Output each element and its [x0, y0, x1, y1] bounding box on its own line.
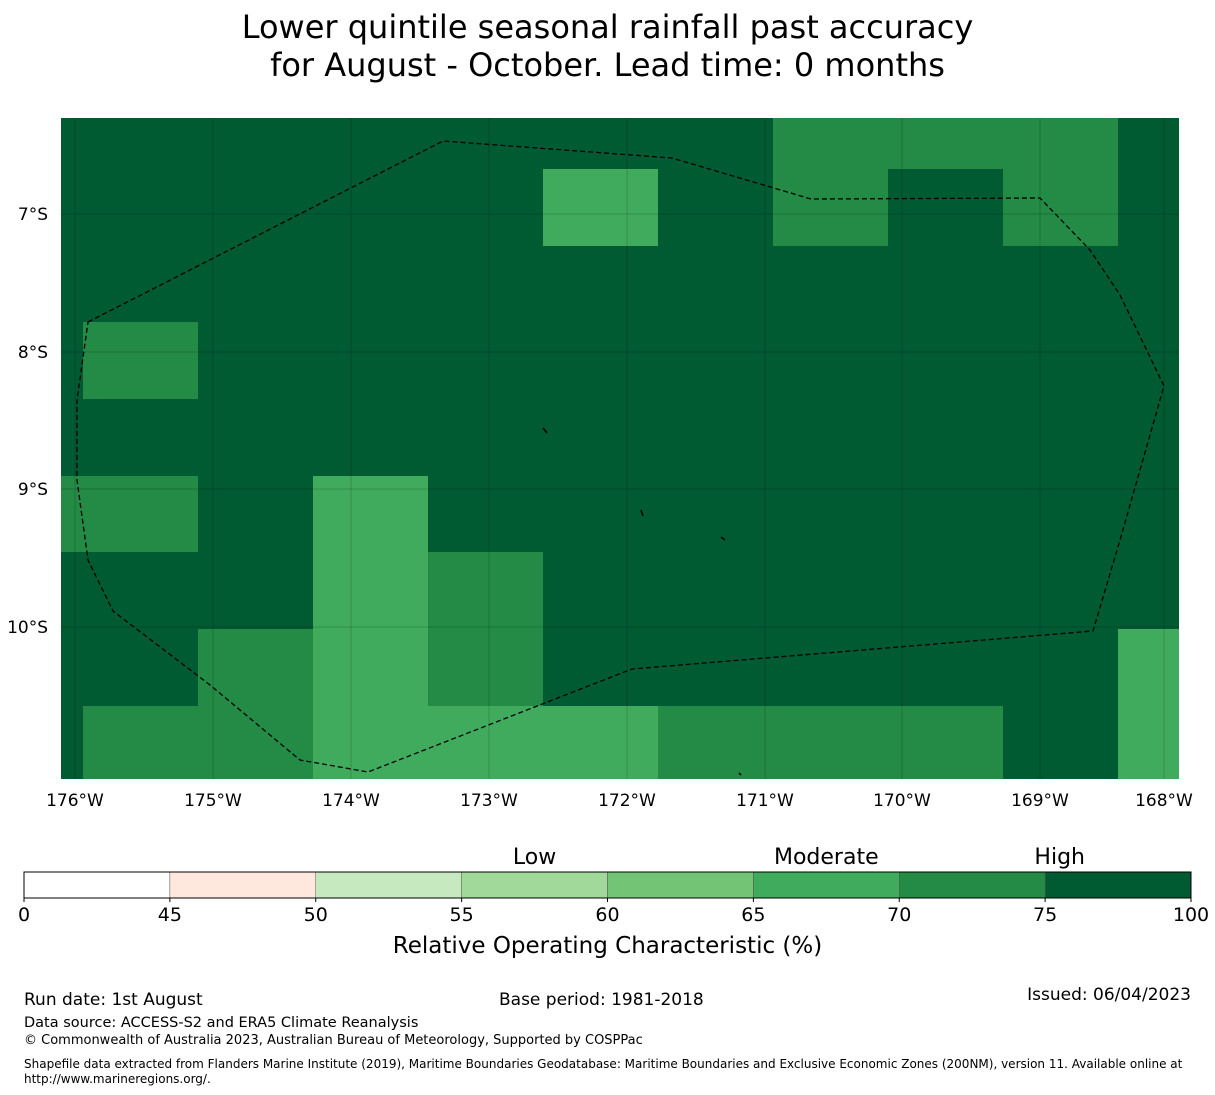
colorbar-tick-labels: 0 45 50 55 60 65 70 75 100	[18, 898, 1209, 926]
longitude-tick-label: 173°W	[460, 791, 518, 811]
island-outlines	[542, 427, 742, 776]
longitude-tick-label: 172°W	[598, 791, 656, 811]
map-title-line-1: Lower quintile seasonal rainfall past ac…	[241, 8, 974, 46]
colorbar-category-label: Low	[513, 845, 556, 870]
grid-cell	[83, 706, 198, 779]
colorbar-tick-label: 55	[450, 904, 474, 926]
colorbar-swatch	[1044, 871, 1192, 899]
grid-cell	[543, 169, 658, 246]
grid-cell	[658, 706, 1003, 779]
colorbar-swatch	[753, 871, 900, 899]
colorbar-category-label: High	[1034, 845, 1085, 870]
grid-cell	[61, 476, 198, 552]
longitude-tick-labels: 176°W 175°W 174°W 173°W 172°W 171°W 170°W 169°W…	[46, 791, 1193, 811]
data-source: Data source: ACCESS-S2 and ERA5 Climate …	[24, 1015, 419, 1031]
eez-boundary-line	[76, 140, 1165, 773]
colorbar-swatch	[607, 871, 754, 899]
longitude-tick-label: 175°W	[184, 791, 242, 811]
shapefile-credit-line-1: Shapefile data extracted from Flanders M…	[24, 1057, 1183, 1071]
issued-date: Issued: 06/04/2023	[1027, 985, 1191, 1005]
colorbar-tick-label: 45	[158, 904, 182, 926]
grid-cell	[888, 169, 1003, 246]
grid-cell	[83, 322, 198, 399]
grid-cell	[198, 629, 313, 779]
grid-cell	[313, 476, 428, 779]
latitude-tick-labels: 7°S 8°S 9°S 10°S	[7, 205, 48, 638]
colorbar-swatches	[23, 871, 1192, 899]
colorbar-tick-label: 100	[1173, 904, 1209, 926]
island-outline	[720, 536, 726, 541]
colorbar-swatch	[23, 871, 171, 899]
grid-cell	[428, 706, 658, 779]
colorbar-category-label: Moderate	[774, 845, 879, 870]
grid-cell	[773, 169, 888, 246]
grid-cell	[1118, 629, 1179, 779]
colorbar-tick-label: 60	[595, 904, 619, 926]
island-outline	[542, 427, 548, 434]
grid-cell	[773, 118, 1118, 169]
grid-cell	[1003, 169, 1118, 246]
colorbar-swatch	[169, 871, 316, 899]
run-date: Run date: 1st August	[24, 990, 203, 1010]
colorbar-tick-label: 0	[18, 904, 30, 926]
colorbar-tick-label: 70	[887, 904, 911, 926]
colorbar-tick-label: 75	[1033, 904, 1057, 926]
base-period: Base period: 1981-2018	[499, 990, 704, 1010]
colorbar-category-labels: Low Moderate High	[513, 845, 1085, 870]
longitude-tick-label: 171°W	[736, 791, 794, 811]
latitude-tick-label: 7°S	[18, 205, 48, 225]
shapefile-credit-line-2: http://www.marineregions.org/.	[24, 1072, 211, 1086]
colorbar-swatch	[899, 871, 1046, 899]
longitude-tick-label: 170°W	[873, 791, 931, 811]
colorbar-axis-label: Relative Operating Characteristic (%)	[393, 933, 822, 959]
colorbar-swatch	[315, 871, 462, 899]
latitude-tick-label: 8°S	[18, 343, 48, 363]
map-title-line-2: for August - October. Lead time: 0 month…	[270, 46, 945, 84]
colorbar-tick-label: 50	[304, 904, 328, 926]
colorbar-tick-label: 65	[741, 904, 765, 926]
longitude-tick-label: 169°W	[1011, 791, 1069, 811]
copyright: © Commonwealth of Australia 2023, Austra…	[24, 1033, 643, 1048]
colorbar-swatch	[461, 871, 608, 899]
grid-cell	[428, 552, 543, 706]
longitude-tick-label: 168°W	[1135, 791, 1193, 811]
island-outline	[640, 509, 644, 517]
eez-boundary	[76, 140, 1165, 773]
latitude-tick-label: 10°S	[7, 618, 48, 638]
latitude-tick-label: 9°S	[18, 480, 48, 500]
longitude-tick-label: 176°W	[46, 791, 104, 811]
accuracy-grid-cells	[61, 118, 1179, 779]
longitude-tick-label: 174°W	[322, 791, 380, 811]
island-outline	[738, 772, 742, 776]
graticule-lines	[61, 118, 1179, 779]
